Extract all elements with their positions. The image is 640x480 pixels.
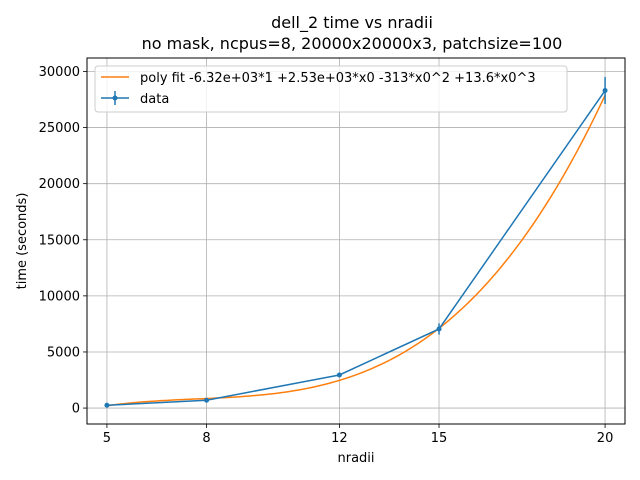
x-axis-label: nradii [337,451,374,466]
chart-subtitle: no mask, ncpus=8, 20000x20000x3, patchsi… [142,34,563,53]
data-line [106,90,606,407]
legend-data-label: data [140,92,169,107]
chart-title: dell_2 time vs nradii [271,13,433,33]
legend: poly fit -6.32e+03*1 +2.53e+03*x0 -313*x… [94,65,568,113]
y-tick-label: 10000 [39,289,80,304]
grid [87,58,625,424]
fit-line [106,94,606,407]
data-point [436,326,442,332]
x-tick-label: 20 [597,431,614,446]
y-tick-label: 25000 [39,121,80,136]
legend-box [94,65,568,113]
data-series [104,77,608,408]
x-tick-label: 15 [431,431,448,446]
plot-frame [86,57,626,425]
data-point [104,402,110,408]
y-tick-label: 20000 [39,177,80,192]
legend-data-swatch [101,91,129,105]
y-tick-label: 0 [72,402,80,417]
x-tick-label: 5 [103,431,111,446]
data-point [602,88,608,94]
data-point [204,397,210,403]
data-point [336,372,342,378]
x-tick-label: 8 [202,431,210,446]
x-tick-label: 12 [331,431,348,446]
legend-fit-label: poly fit -6.32e+03*1 +2.53e+03*x0 -313*x… [140,71,536,86]
ticks: 5 8 12 15 20 0 5000 10000 15000 20000 25000 30000 [39,65,614,446]
y-tick-label: 15000 [39,233,80,248]
y-tick-label: 30000 [39,65,80,80]
fit-series [106,94,606,407]
y-tick-label: 5000 [47,345,80,360]
y-axis-label: time (seconds) [15,193,30,290]
